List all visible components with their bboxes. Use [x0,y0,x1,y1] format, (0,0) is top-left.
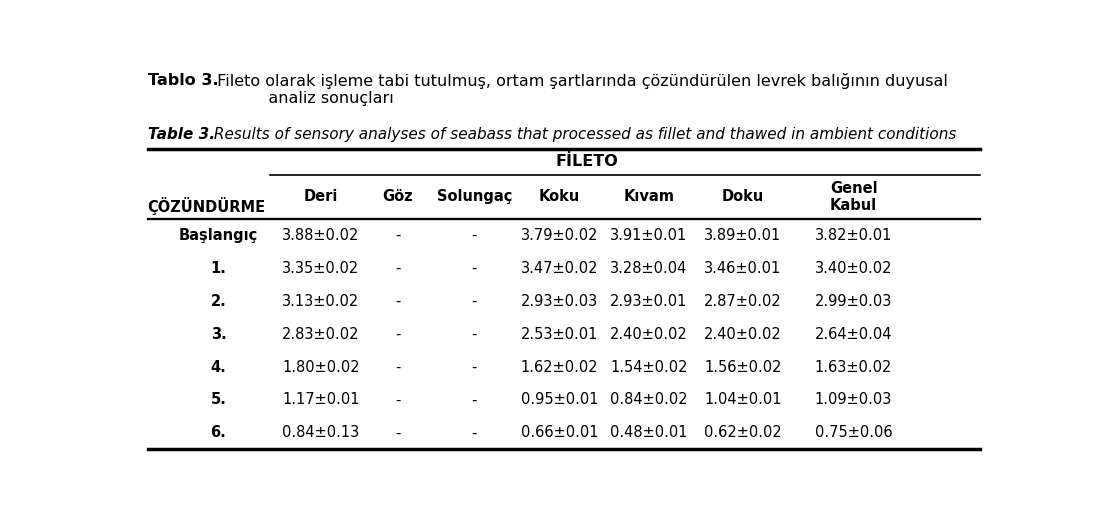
Text: 0.84±0.13: 0.84±0.13 [283,425,360,440]
Text: -: - [472,294,477,309]
Text: 1.04±0.01: 1.04±0.01 [704,392,781,407]
Text: Doku: Doku [722,190,763,204]
Text: 6.: 6. [210,425,227,440]
Text: 2.53±0.01: 2.53±0.01 [520,327,598,342]
Text: 3.: 3. [210,327,227,342]
Text: -: - [472,392,477,407]
Text: -: - [395,392,400,407]
Text: 2.40±0.02: 2.40±0.02 [610,327,688,342]
Text: -: - [395,359,400,375]
Text: 3.79±0.02: 3.79±0.02 [520,228,598,243]
Text: 3.46±0.01: 3.46±0.01 [704,261,781,276]
Text: 3.28±0.04: 3.28±0.04 [610,261,688,276]
Text: 0.66±0.01: 0.66±0.01 [520,425,598,440]
Text: 2.64±0.04: 2.64±0.04 [815,327,892,342]
Text: 2.93±0.01: 2.93±0.01 [610,294,688,309]
Text: 5.: 5. [210,392,227,407]
Text: Kıvam: Kıvam [624,190,674,204]
Text: 1.62±0.02: 1.62±0.02 [520,359,598,375]
Text: 1.17±0.01: 1.17±0.01 [282,392,360,407]
Text: -: - [472,425,477,440]
Text: 3.88±0.02: 3.88±0.02 [282,228,360,243]
Text: 2.93±0.03: 2.93±0.03 [521,294,598,309]
Text: -: - [395,425,400,440]
Text: 1.54±0.02: 1.54±0.02 [610,359,688,375]
Text: 3.89±0.01: 3.89±0.01 [704,228,781,243]
Text: Göz: Göz [382,190,412,204]
Text: -: - [395,327,400,342]
Text: ÇÖZÜNDÜRME: ÇÖZÜNDÜRME [147,197,266,215]
Text: 3.13±0.02: 3.13±0.02 [283,294,360,309]
Text: 2.40±0.02: 2.40±0.02 [704,327,782,342]
Text: 3.40±0.02: 3.40±0.02 [815,261,892,276]
Text: Solungaç: Solungaç [437,190,512,204]
Text: -: - [395,228,400,243]
Text: -: - [472,261,477,276]
Text: 4.: 4. [210,359,227,375]
Text: 0.62±0.02: 0.62±0.02 [704,425,782,440]
Text: 2.: 2. [210,294,227,309]
Text: Table 3.: Table 3. [147,127,214,142]
Text: Koku: Koku [539,190,580,204]
Text: Genel
Kabul: Genel Kabul [829,181,878,213]
Text: 1.09±0.03: 1.09±0.03 [815,392,892,407]
Text: -: - [472,359,477,375]
Text: 3.47±0.02: 3.47±0.02 [520,261,598,276]
Text: 2.83±0.02: 2.83±0.02 [282,327,360,342]
Text: 1.: 1. [210,261,227,276]
Text: -: - [395,294,400,309]
Text: 2.87±0.02: 2.87±0.02 [704,294,782,309]
Text: Deri: Deri [304,190,338,204]
Text: 3.35±0.02: 3.35±0.02 [283,261,360,276]
Text: Tablo 3.: Tablo 3. [147,72,219,88]
Text: Fileto olarak işleme tabi tutulmuş, ortam şartlarında çözündürülen levrek balığı: Fileto olarak işleme tabi tutulmuş, orta… [211,72,947,106]
Text: Başlangıç: Başlangıç [179,228,258,243]
Text: -: - [395,261,400,276]
Text: -: - [472,327,477,342]
Text: 3.82±0.01: 3.82±0.01 [815,228,892,243]
Text: 1.56±0.02: 1.56±0.02 [704,359,781,375]
Text: 0.95±0.01: 0.95±0.01 [520,392,598,407]
Text: 3.91±0.01: 3.91±0.01 [610,228,688,243]
Text: -: - [472,228,477,243]
Text: 0.48±0.01: 0.48±0.01 [610,425,688,440]
Text: 0.75±0.06: 0.75±0.06 [815,425,892,440]
Text: 2.99±0.03: 2.99±0.03 [815,294,892,309]
Text: Results of sensory analyses of seabass that processed as fillet and thawed in am: Results of sensory analyses of seabass t… [209,127,957,142]
Text: FİLETO: FİLETO [556,154,618,169]
Text: 1.80±0.02: 1.80±0.02 [282,359,360,375]
Text: 0.84±0.02: 0.84±0.02 [610,392,688,407]
Text: 1.63±0.02: 1.63±0.02 [815,359,892,375]
